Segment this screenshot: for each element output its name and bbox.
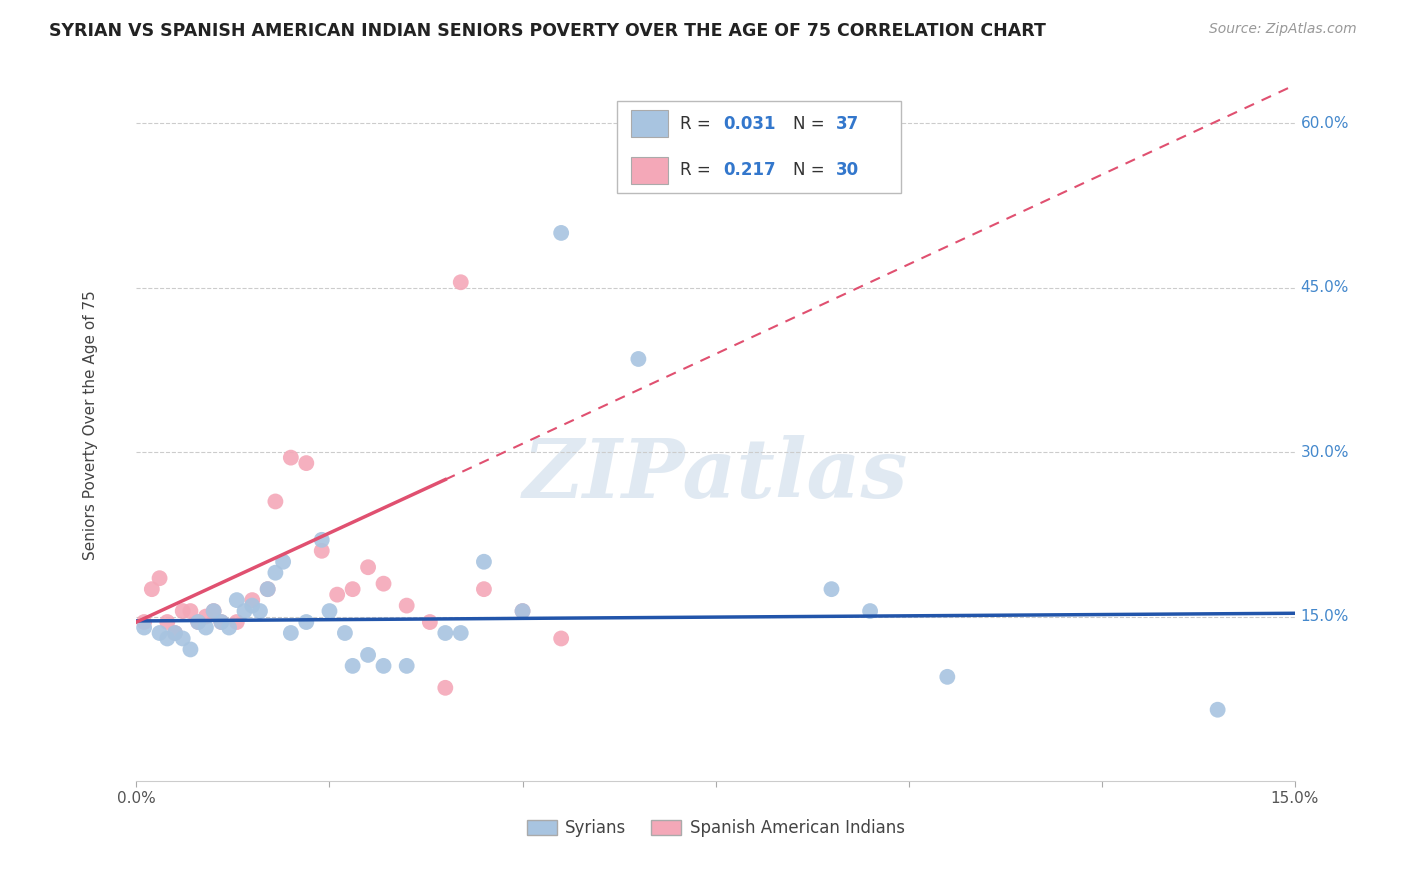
Point <box>209 615 232 629</box>
Text: SYRIAN VS SPANISH AMERICAN INDIAN SENIORS POVERTY OVER THE AGE OF 75 CORRELATION: SYRIAN VS SPANISH AMERICAN INDIAN SENIOR… <box>49 22 1046 40</box>
Point <box>256 582 278 596</box>
Point <box>333 626 356 640</box>
Point <box>326 588 349 602</box>
Point <box>225 615 247 629</box>
Point <box>280 450 302 465</box>
Point <box>264 566 287 580</box>
Text: N =: N = <box>793 161 830 179</box>
Point <box>550 632 572 646</box>
Point <box>194 620 217 634</box>
Point <box>936 670 959 684</box>
Point <box>233 604 256 618</box>
Point <box>132 615 155 629</box>
Point <box>249 604 271 618</box>
Point <box>141 582 163 596</box>
FancyBboxPatch shape <box>631 156 668 184</box>
Point <box>156 632 179 646</box>
Point <box>132 620 155 634</box>
Point <box>311 543 333 558</box>
Point <box>820 582 842 596</box>
Point <box>318 604 340 618</box>
Point <box>627 351 650 366</box>
Point <box>156 615 179 629</box>
Point <box>450 275 472 289</box>
Point <box>357 560 380 574</box>
Point <box>295 456 318 470</box>
Point <box>311 533 333 547</box>
FancyBboxPatch shape <box>631 111 668 137</box>
Point <box>295 615 318 629</box>
Point <box>627 144 650 158</box>
Point <box>148 626 170 640</box>
Point <box>472 555 495 569</box>
Point <box>209 615 232 629</box>
Point <box>163 626 186 640</box>
Point <box>342 582 364 596</box>
Point <box>187 615 209 629</box>
Point <box>194 609 217 624</box>
Point <box>395 659 418 673</box>
Point <box>264 494 287 508</box>
Point <box>512 604 534 618</box>
Point <box>148 571 170 585</box>
Point <box>342 659 364 673</box>
Point <box>240 599 263 613</box>
Point <box>450 626 472 640</box>
Point <box>271 555 294 569</box>
Point <box>172 632 194 646</box>
Point <box>512 604 534 618</box>
Point <box>172 604 194 618</box>
Text: 0.217: 0.217 <box>724 161 776 179</box>
Text: 37: 37 <box>837 115 859 133</box>
Point <box>240 593 263 607</box>
Text: Seniors Poverty Over the Age of 75: Seniors Poverty Over the Age of 75 <box>83 290 97 559</box>
Point <box>419 615 441 629</box>
Point <box>550 226 572 240</box>
Point <box>373 576 395 591</box>
Text: N =: N = <box>793 115 830 133</box>
Point <box>202 604 225 618</box>
Point <box>202 604 225 618</box>
Point <box>357 648 380 662</box>
Point <box>218 620 240 634</box>
Text: ZIPatlas: ZIPatlas <box>523 434 908 515</box>
Point <box>187 615 209 629</box>
Point <box>163 626 186 640</box>
FancyBboxPatch shape <box>617 101 901 194</box>
Point <box>472 582 495 596</box>
Text: 30.0%: 30.0% <box>1301 444 1350 459</box>
Point <box>179 604 201 618</box>
Text: 60.0%: 60.0% <box>1301 116 1350 131</box>
Point <box>434 626 457 640</box>
Point <box>859 604 882 618</box>
Text: Source: ZipAtlas.com: Source: ZipAtlas.com <box>1209 22 1357 37</box>
Point <box>256 582 278 596</box>
Point <box>373 659 395 673</box>
Point <box>395 599 418 613</box>
Point <box>225 593 247 607</box>
Text: R =: R = <box>679 115 716 133</box>
Point <box>1206 703 1229 717</box>
Text: 0.031: 0.031 <box>724 115 776 133</box>
Point <box>280 626 302 640</box>
Point <box>434 681 457 695</box>
Text: 30: 30 <box>837 161 859 179</box>
Point <box>179 642 201 657</box>
Text: 45.0%: 45.0% <box>1301 280 1348 295</box>
Text: R =: R = <box>679 161 716 179</box>
Text: 15.0%: 15.0% <box>1301 609 1348 624</box>
Legend: Syrians, Spanish American Indians: Syrians, Spanish American Indians <box>520 813 911 844</box>
